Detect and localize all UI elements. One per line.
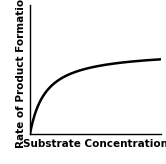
Y-axis label: Rate of Product Formation: Rate of Product Formation <box>16 0 26 148</box>
X-axis label: Substrate Concentration: Substrate Concentration <box>23 139 166 149</box>
